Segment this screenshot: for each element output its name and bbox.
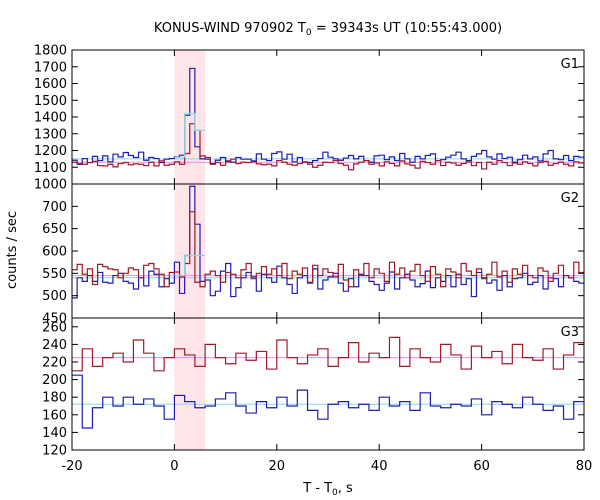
panel-g2-series-1 bbox=[72, 211, 584, 288]
y-tick-label: 200 bbox=[42, 373, 67, 388]
panel-label-g1: G1 bbox=[561, 57, 579, 72]
y-tick-label: 1300 bbox=[34, 127, 67, 142]
y-tick-label: 500 bbox=[42, 289, 67, 304]
x-axis: -20 0 20 40 60 80 bbox=[61, 459, 592, 474]
y-tick-label: 160 bbox=[42, 408, 67, 423]
panels-group: 100011001200130014001500160017001800G145… bbox=[34, 44, 585, 459]
y-tick-label: 1500 bbox=[34, 94, 67, 109]
panel-g1-series-0 bbox=[72, 67, 584, 165]
x-axis-label: T - T0, s bbox=[302, 481, 353, 498]
y-tick-label: 260 bbox=[42, 320, 67, 335]
x-axis-label-suffix: , s bbox=[338, 481, 353, 496]
y-axis-label: counts / sec bbox=[5, 211, 20, 289]
y-tick-label: 1600 bbox=[34, 77, 67, 92]
panel-g2-series-0 bbox=[72, 185, 584, 299]
y-tick-label: 220 bbox=[42, 356, 67, 371]
y-tick-label: 1400 bbox=[34, 111, 67, 126]
panel-g2: 450 500 550 600 650 700 G2 bbox=[42, 183, 585, 327]
x-tick-label: 60 bbox=[473, 459, 490, 474]
panel-g3-frame bbox=[71, 317, 585, 451]
panel-g3-series-0 bbox=[72, 374, 584, 429]
chart-title-subscript: 0 bbox=[306, 28, 312, 38]
y-tick-label: 1700 bbox=[34, 60, 67, 75]
panel-g3-series-1 bbox=[72, 336, 584, 372]
y-tick-label: 600 bbox=[42, 245, 67, 260]
x-tick-label: -20 bbox=[61, 459, 82, 474]
x-axis-label-prefix: T - T bbox=[302, 481, 332, 496]
y-tick-label: 1100 bbox=[34, 161, 67, 176]
panel-g1-series-1 bbox=[72, 123, 584, 171]
chart-title: KONUS-WIND 970902 T0 = 39343s UT (10:55:… bbox=[154, 21, 502, 38]
panel-label-g2: G2 bbox=[561, 191, 579, 206]
x-tick-label: 80 bbox=[576, 459, 593, 474]
x-axis-label-subscript: 0 bbox=[332, 488, 338, 498]
chart-title-suffix: = 39343s UT (10:55:43.000) bbox=[312, 21, 502, 36]
y-tick-label: 1000 bbox=[34, 178, 67, 193]
y-tick-label: 1800 bbox=[34, 44, 67, 59]
chart-title-prefix: KONUS-WIND 970902 T bbox=[154, 21, 306, 36]
x-tick-label: 0 bbox=[170, 459, 178, 474]
y-tick-label: 180 bbox=[42, 391, 67, 406]
y-tick-label: 650 bbox=[42, 222, 67, 237]
y-tick-label: 450 bbox=[42, 312, 67, 327]
panel-g1-series-2 bbox=[174, 113, 206, 158]
y-tick-label: 120 bbox=[42, 444, 67, 459]
y-tick-label: 700 bbox=[42, 200, 67, 215]
panel-g2-series-2 bbox=[174, 254, 206, 277]
x-tick-label: 40 bbox=[371, 459, 388, 474]
y-tick-label: 1200 bbox=[34, 144, 67, 159]
y-tick-label: 550 bbox=[42, 267, 67, 282]
panel-g3: 120 140 160 180 200 220 240 260 G3 bbox=[42, 317, 585, 459]
y-tick-label: 140 bbox=[42, 426, 67, 441]
y-tick-label: 240 bbox=[42, 338, 67, 353]
x-tick-label: 20 bbox=[269, 459, 286, 474]
panel-label-g3: G3 bbox=[561, 325, 579, 340]
